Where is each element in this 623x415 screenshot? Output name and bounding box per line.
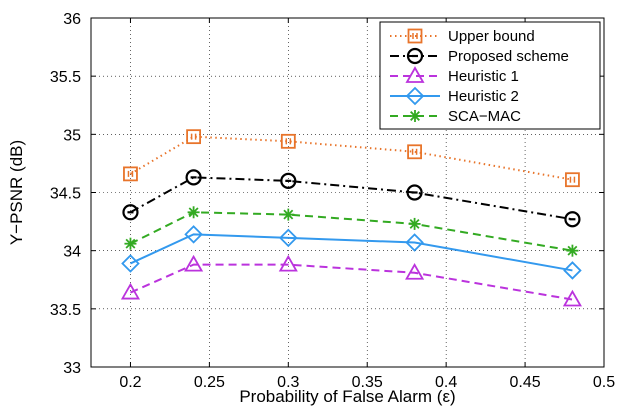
marker-square <box>407 144 422 160</box>
series-layer <box>120 129 582 307</box>
legend: Upper bound Proposed scheme Heuristic 1 Heu… <box>379 21 601 130</box>
marker-circle-dot <box>185 169 202 186</box>
legend-entry: Proposed scheme <box>390 47 569 65</box>
marker-star <box>125 238 136 249</box>
data-point <box>408 217 421 230</box>
data-point <box>184 254 204 272</box>
data-point <box>185 169 202 186</box>
marker-triangle <box>562 289 582 307</box>
marker-star <box>410 111 420 121</box>
y-tick-label: 33.5 <box>50 302 81 319</box>
marker-square <box>123 166 138 182</box>
x-tick-label: 0.25 <box>194 374 225 391</box>
data-point <box>120 282 141 300</box>
axis-ticks: 0.2 0.25 0.3 0.35 0.4 0.45 0.5 33 33.5 34 34.5 35 35… <box>50 11 615 391</box>
data-point <box>280 133 296 149</box>
series-line <box>130 211 573 252</box>
x-tick-label: 0.5 <box>593 374 615 391</box>
series-proposed-scheme <box>122 169 581 228</box>
marker-square <box>407 28 423 44</box>
data-point <box>405 262 425 280</box>
data-point <box>124 237 137 250</box>
marker-diamond <box>121 254 140 273</box>
marker-star <box>409 218 420 229</box>
marker-triangle <box>120 282 141 300</box>
data-point <box>405 233 424 252</box>
x-tick-label: 0.2 <box>119 374 141 391</box>
data-point <box>187 206 200 219</box>
x-axis-label: Probability of False Alarm (ε) <box>239 387 455 406</box>
x-tick-label: 0.3 <box>277 374 299 391</box>
marker-circle-dot <box>406 47 424 65</box>
series-upper-bound <box>123 129 580 188</box>
marker-star <box>567 245 578 256</box>
marker-circle-dot <box>406 184 423 201</box>
marker-square <box>565 172 580 188</box>
legend-label: Proposed scheme <box>448 48 569 65</box>
marker-diamond <box>184 225 203 244</box>
marker-circle-dot <box>122 204 139 221</box>
series-heuristic-1 <box>120 254 582 307</box>
legend-entry: Upper bound <box>390 28 535 45</box>
y-tick-label: 34.5 <box>50 186 81 203</box>
legend-entry: Heuristic 1 <box>390 66 519 85</box>
marker-triangle <box>405 262 425 280</box>
x-tick-label: 0.45 <box>510 374 541 391</box>
data-point <box>565 172 580 188</box>
x-tick-label: 0.4 <box>435 374 457 391</box>
marker-square <box>186 129 202 145</box>
marker-diamond <box>405 233 424 252</box>
legend-label: SCA−MAC <box>448 108 521 125</box>
marker-diamond <box>405 86 425 106</box>
y-tick-label: 36 <box>63 11 81 28</box>
data-point <box>562 289 582 307</box>
legend-entry: Heuristic 2 <box>390 86 519 106</box>
marker-square <box>280 133 296 149</box>
marker-triangle <box>184 254 204 272</box>
legend-entry: SCA−MAC <box>390 108 521 125</box>
marker-diamond <box>279 228 298 248</box>
series-heuristic-2 <box>121 225 582 280</box>
y-tick-label: 34 <box>63 244 81 261</box>
data-point <box>122 204 139 221</box>
series-line <box>130 233 573 272</box>
y-tick-label: 33 <box>63 360 81 377</box>
data-point <box>406 184 423 201</box>
data-point <box>186 129 202 145</box>
marker-circle-dot <box>564 211 581 228</box>
marker-triangle <box>278 254 298 272</box>
marker-star <box>283 209 294 220</box>
x-tick-label: 0.35 <box>352 374 383 391</box>
data-point <box>184 225 203 244</box>
data-point <box>563 261 582 280</box>
series-sca-mac <box>124 206 579 257</box>
series-line <box>130 263 573 301</box>
data-point <box>123 166 138 182</box>
y-tick-label: 35 <box>63 127 81 144</box>
marker-triangle <box>405 66 425 83</box>
data-point <box>407 144 422 160</box>
marker-star <box>188 207 199 218</box>
data-point <box>564 211 581 228</box>
marker-diamond <box>563 261 582 280</box>
legend-box <box>379 21 601 130</box>
data-point <box>280 172 297 189</box>
y-tick-label: 35.5 <box>50 69 81 86</box>
data-point <box>278 254 298 272</box>
legend-label: Heuristic 1 <box>448 68 519 85</box>
marker-circle-dot <box>280 172 297 189</box>
legend-label: Heuristic 2 <box>448 88 519 105</box>
data-point <box>566 244 579 257</box>
data-point <box>282 208 295 221</box>
legend-label: Upper bound <box>448 28 535 45</box>
data-point <box>279 228 298 248</box>
y-axis-label: Y−PSNR (dB) <box>7 140 26 245</box>
data-point <box>121 254 140 273</box>
